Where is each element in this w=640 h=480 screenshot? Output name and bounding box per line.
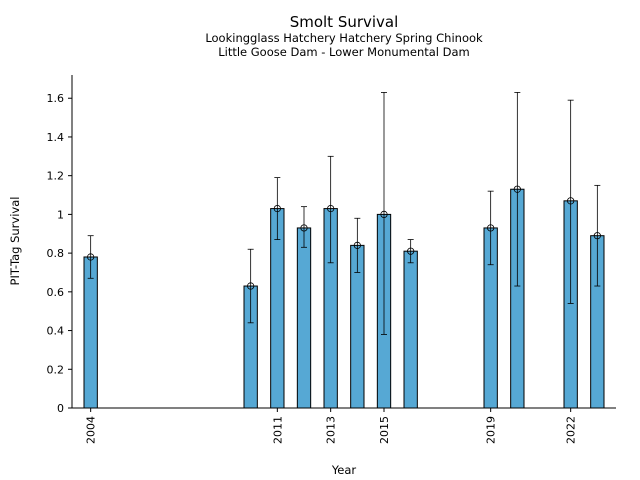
point-marker-2023 <box>593 232 601 240</box>
y-tick-label: 1.4 <box>47 131 65 144</box>
bar-2004 <box>83 256 98 409</box>
chart-title: Smolt Survival <box>289 13 399 31</box>
point-marker-2014 <box>353 241 361 249</box>
y-tick-label: 0.2 <box>47 363 65 376</box>
x-tick-label: 2004 <box>85 416 98 444</box>
bar-2016 <box>403 250 418 409</box>
chart-marks <box>83 92 605 409</box>
x-axis-ticks: 2004 2011 2013 2015 2019 2022 <box>85 408 578 444</box>
y-tick-label: 1 <box>57 208 64 221</box>
point-marker-2016 <box>407 247 415 255</box>
chart-subtitle-line-1: Lookingglass Hatchery Hatchery Spring Ch… <box>205 31 483 45</box>
point-marker-2011 <box>273 204 281 213</box>
x-axis-label: Year <box>331 463 357 477</box>
point-marker-2022 <box>567 197 575 205</box>
point-marker-2015 <box>380 210 388 218</box>
chart-subtitle-line-2: Little Goose Dam - Lower Monumental Dam <box>218 45 470 59</box>
y-tick-label: 0 <box>57 402 64 415</box>
point-marker-2013 <box>327 204 335 213</box>
x-tick-label: 2015 <box>378 416 391 444</box>
x-tick-label: 2022 <box>565 416 578 444</box>
y-tick-label: 1.2 <box>47 170 65 183</box>
y-tick-label: 0.8 <box>47 247 65 260</box>
point-marker-2020 <box>513 185 521 193</box>
y-tick-label: 0.4 <box>47 325 65 338</box>
x-tick-label: 2011 <box>271 416 284 444</box>
point-marker-2010 <box>247 282 255 290</box>
point-marker-2004 <box>87 253 95 261</box>
y-axis-label: PIT-Tag Survival <box>8 197 22 286</box>
y-tick-label: 1.6 <box>47 92 65 105</box>
bar-2012 <box>296 227 312 409</box>
x-tick-label: 2019 <box>485 416 498 444</box>
x-tick-label: 2013 <box>325 416 338 444</box>
y-tick-label: 0.6 <box>47 286 65 299</box>
y-axis-ticks: 0 0.2 0.4 0.6 0.8 1 1.2 1.4 1.6 <box>47 92 72 415</box>
point-marker-2019 <box>487 224 495 232</box>
point-marker-2012 <box>300 224 308 232</box>
